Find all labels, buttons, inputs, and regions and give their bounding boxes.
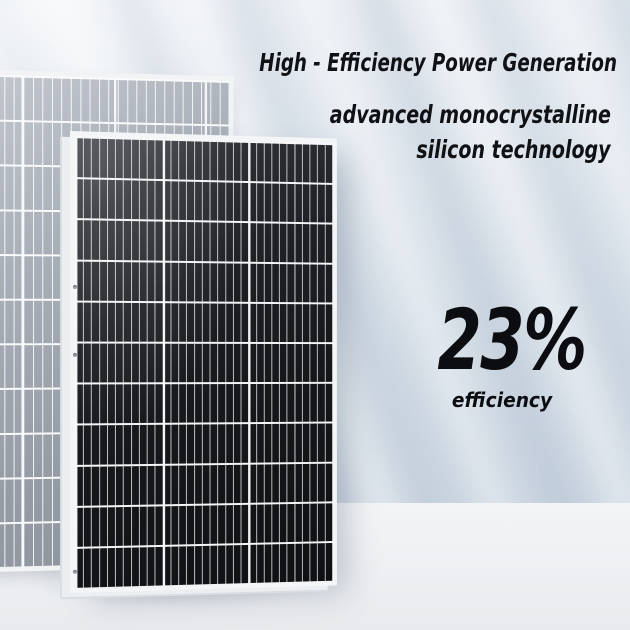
efficiency-value: 23%	[437, 291, 587, 389]
efficiency-stat: 23% efficiency	[417, 298, 587, 412]
subheadline-line-2: silicon technology	[416, 135, 611, 164]
front-solar-panel	[70, 131, 337, 593]
mounting-hole	[72, 569, 77, 574]
mounting-hole	[72, 285, 77, 290]
subheadline-line-1: advanced monocrystalline	[329, 100, 611, 129]
mounting-hole	[72, 353, 77, 358]
headline: High - Efficiency Power Generation	[259, 48, 617, 77]
efficiency-label: efficiency	[451, 388, 553, 412]
